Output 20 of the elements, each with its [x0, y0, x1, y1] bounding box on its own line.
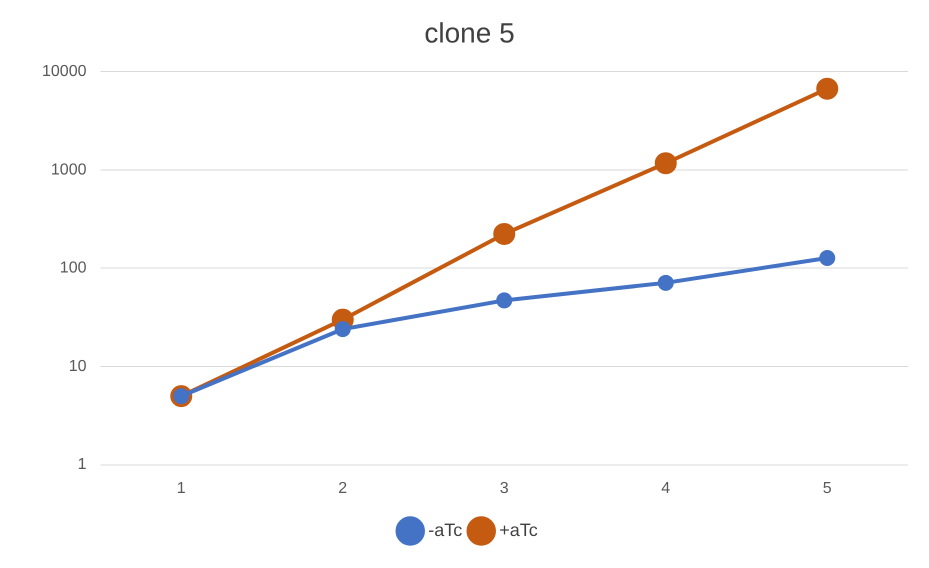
x-tick-label: 4 [661, 480, 670, 497]
point [654, 152, 677, 174]
chart-title: clone 5 [424, 18, 515, 49]
y-tick-label: 1000 [50, 161, 87, 178]
point [496, 292, 512, 308]
legend-label: -aTc [428, 520, 462, 540]
x-tick-label: 3 [500, 480, 509, 497]
y-tick-label: 100 [60, 260, 87, 277]
y-tick-label: 10000 [42, 63, 87, 80]
x-tick-label: 1 [176, 480, 186, 497]
point [334, 321, 351, 338]
point [819, 250, 836, 266]
x-tick-label: 5 [822, 480, 832, 497]
legend-label: +aTc [499, 520, 538, 540]
point [493, 222, 516, 245]
x-tick-label: 2 [338, 480, 348, 497]
y-tick-label: 10 [68, 358, 87, 375]
point [816, 78, 838, 100]
point [658, 274, 674, 291]
y-tick-label: 1 [78, 456, 87, 474]
